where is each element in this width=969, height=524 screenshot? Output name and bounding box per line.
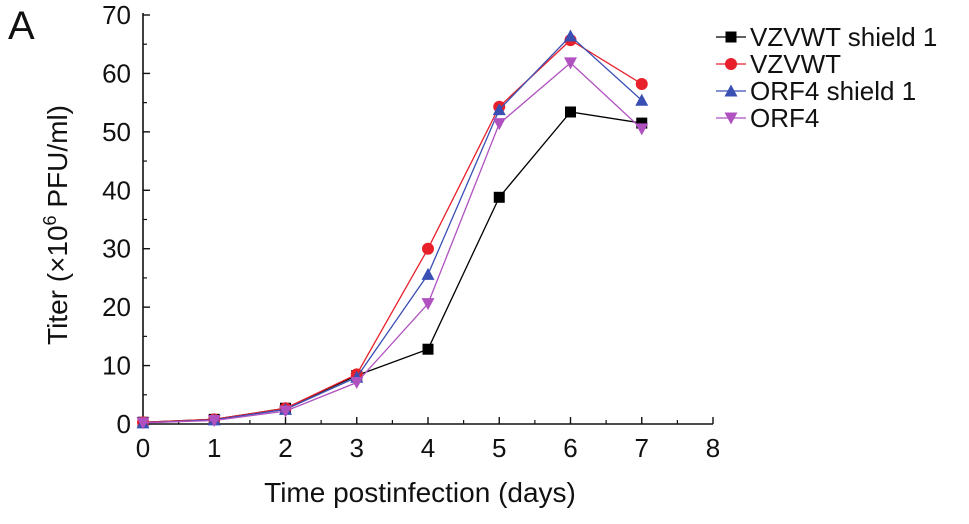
series-line (142, 62, 643, 424)
series-vzvwt-shield-1 (137, 106, 648, 428)
x-tick-label: 7 (635, 433, 649, 463)
legend-marker (724, 84, 738, 97)
legend-item: VZVWT shield 1 (716, 22, 937, 52)
x-tick-label: 5 (492, 433, 506, 463)
data-point (635, 123, 649, 136)
data-point (421, 267, 435, 280)
y-axis-title-exponent: 6 (40, 215, 60, 225)
data-point (493, 191, 505, 203)
data-point (565, 106, 576, 118)
series-orf4-shield-1 (136, 29, 649, 429)
panel-label: A (8, 4, 35, 48)
series-line (142, 39, 643, 423)
series-vzvwt (137, 34, 648, 429)
x-tick-label: 8 (706, 433, 720, 463)
y-tick-label: 70 (102, 0, 131, 30)
legend-item: ORF4 shield 1 (716, 76, 916, 106)
x-tick-label: 3 (350, 433, 364, 463)
data-point (635, 77, 648, 90)
legend-label: ORF4 (750, 103, 819, 133)
y-tick-label: 10 (102, 351, 131, 381)
y-tick-label: 20 (102, 292, 131, 322)
y-axis-title-suffix: PFU/ml) (42, 105, 73, 215)
data-point (136, 417, 150, 430)
legend-marker (724, 112, 738, 125)
chart-series (136, 29, 649, 430)
data-point (564, 57, 577, 70)
legend-item: VZVWT (716, 49, 841, 79)
data-point (422, 343, 434, 355)
data-point (492, 103, 506, 116)
series-orf4 (136, 57, 649, 430)
data-point (279, 405, 292, 418)
legend-marker (725, 58, 737, 70)
y-axis-title: Titer (×106 PFU/ml) (40, 105, 73, 345)
y-tick-label: 50 (102, 117, 131, 147)
data-point (422, 242, 434, 255)
chart-axes: 0 1 2 3 4 5 6 7 8 0 10 20 30 40 50 60 70 (102, 0, 720, 463)
x-tick-label: 4 (421, 433, 435, 463)
data-point (421, 298, 435, 311)
data-point (207, 414, 221, 427)
y-tick-label: 40 (102, 175, 131, 205)
y-tick-label: 30 (102, 234, 131, 264)
series-line (142, 111, 642, 423)
legend-label: ORF4 shield 1 (750, 76, 916, 106)
data-point (564, 29, 577, 42)
y-tick-label: 0 (117, 409, 131, 439)
data-point (492, 118, 506, 131)
x-tick-label: 0 (136, 433, 150, 463)
legend-label: VZVWT (750, 49, 841, 79)
series-line (142, 35, 643, 424)
y-tick-label: 60 (102, 58, 131, 88)
x-tick-label: 2 (278, 433, 292, 463)
data-point (636, 117, 648, 129)
x-tick-label: 6 (563, 433, 577, 463)
y-axis-title-prefix: Titer (×10 (42, 225, 73, 345)
legend-item: ORF4 (716, 103, 819, 133)
x-tick-label: 1 (207, 433, 221, 463)
data-point (350, 377, 364, 390)
data-point (635, 93, 649, 106)
legend-marker (725, 31, 737, 43)
legend-label: VZVWT shield 1 (750, 22, 937, 52)
x-axis-title: Time postinfection (days) (264, 477, 576, 508)
